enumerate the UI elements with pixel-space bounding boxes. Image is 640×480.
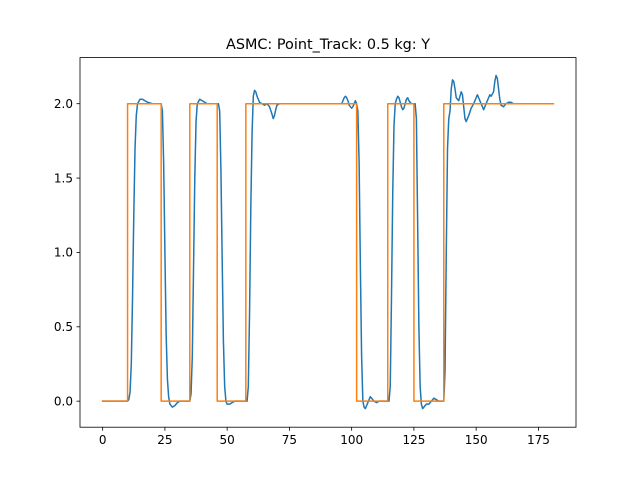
y-tick-label: 0.0: [54, 394, 73, 408]
x-tick-label: 25: [157, 433, 172, 447]
x-tick-label: 150: [465, 433, 488, 447]
y-tick-label: 0.5: [54, 320, 73, 334]
x-tick-label: 125: [402, 433, 425, 447]
chart-title: ASMC: Point_Track: 0.5 kg: Y: [226, 37, 430, 53]
y-tick-label: 1.0: [54, 246, 73, 260]
y-axis: 0.0 0.5 1.0 1.5 2.0: [54, 97, 80, 408]
series-line-1: [101, 74, 555, 410]
axes-background: [80, 57, 576, 428]
x-tick-label: 75: [282, 433, 297, 447]
series-layer: [101, 74, 555, 410]
x-tick-label: 0: [99, 433, 107, 447]
series-line-2: [101, 102, 555, 402]
x-axis: 0 25 50 75 100 125 150 175: [99, 427, 550, 447]
plot-area: [79, 57, 577, 428]
axes-frame: [79, 57, 577, 428]
y-tick-label: 1.5: [54, 171, 73, 185]
x-tick-label: 100: [340, 433, 363, 447]
x-tick-label: 50: [220, 433, 235, 447]
x-tick-label: 175: [527, 433, 550, 447]
y-tick-label: 2.0: [54, 97, 73, 111]
